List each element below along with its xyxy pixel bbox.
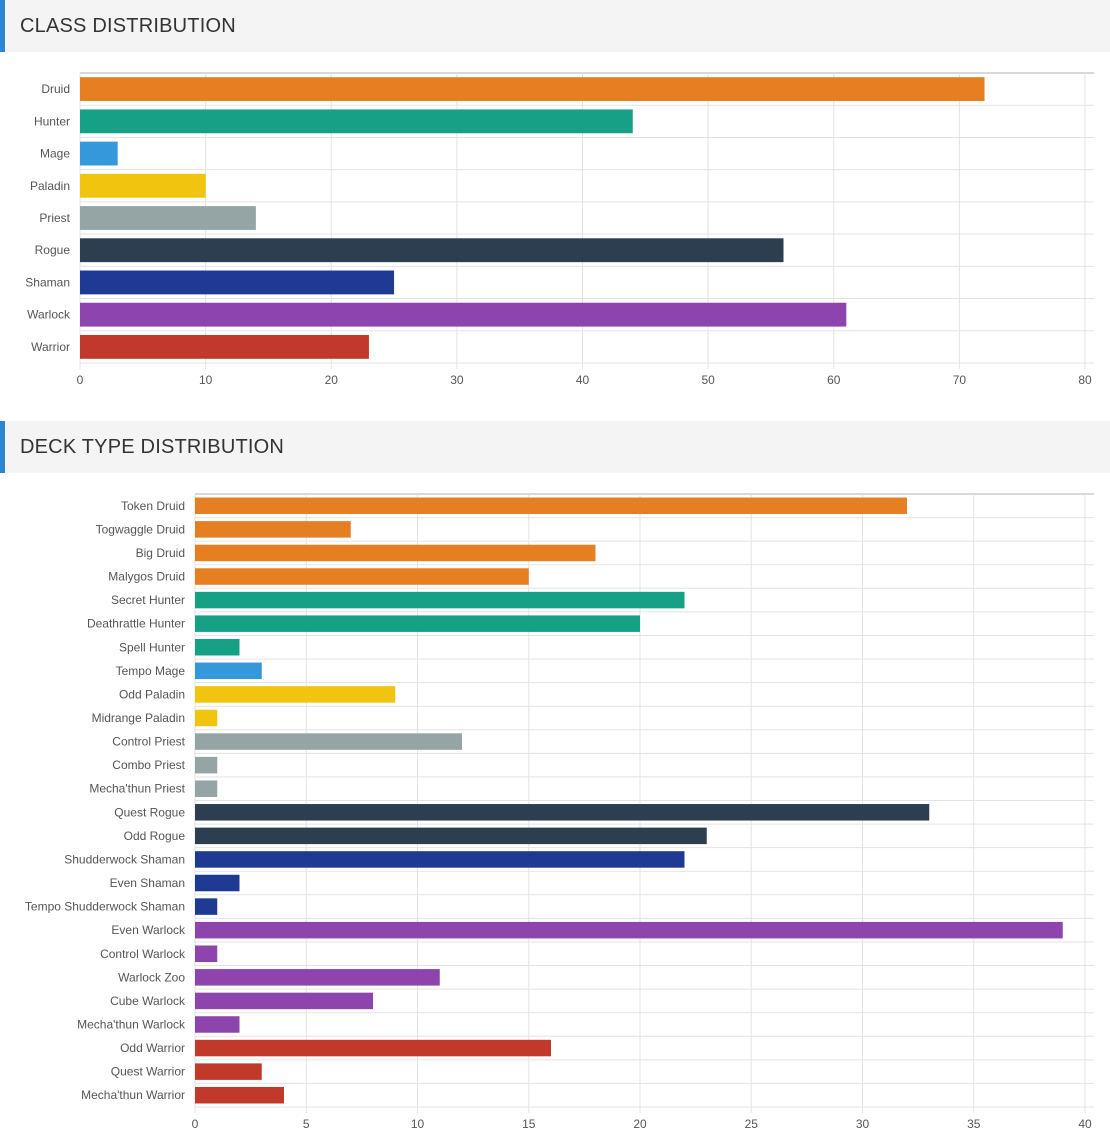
bar-token-druid[interactable] <box>195 497 907 515</box>
class-distribution-header: CLASS DISTRIBUTION <box>0 0 1110 52</box>
category-label-odd-rogue: Odd Rogue <box>124 829 186 843</box>
category-label-odd-paladin: Odd Paladin <box>119 687 185 701</box>
category-label-odd-warrior: Odd Warrior <box>120 1041 185 1055</box>
category-label-mage: Mage <box>40 147 70 161</box>
category-label-rogue: Rogue <box>35 243 71 257</box>
bar-hunter[interactable] <box>80 109 633 134</box>
bar-shudderwock-shaman[interactable] <box>195 851 685 868</box>
bar-priest[interactable] <box>80 206 256 230</box>
bar-mecha-thun-warrior[interactable] <box>195 1086 284 1104</box>
category-label-even-shaman: Even Shaman <box>110 876 185 890</box>
x-tick-label: 25 <box>745 1117 759 1131</box>
bar-togwaggle-druid[interactable] <box>195 521 351 538</box>
category-label-cube-warlock: Cube Warlock <box>110 994 186 1008</box>
category-label-togwaggle-druid: Togwaggle Druid <box>96 522 185 536</box>
bar-big-druid[interactable] <box>195 544 596 562</box>
category-label-malygos-druid: Malygos Druid <box>108 570 185 584</box>
category-label-token-druid: Token Druid <box>121 499 185 513</box>
bar-quest-warrior[interactable] <box>195 1063 262 1080</box>
category-label-quest-warrior: Quest Warrior <box>111 1065 185 1079</box>
category-label-shaman: Shaman <box>25 275 70 289</box>
bar-cube-warlock[interactable] <box>195 992 373 1010</box>
bar-warlock-zoo[interactable] <box>195 969 440 986</box>
category-label-quest-rogue: Quest Rogue <box>114 805 185 819</box>
bar-quest-rogue[interactable] <box>195 804 930 821</box>
bar-mage[interactable] <box>80 141 118 166</box>
bar-secret-hunter[interactable] <box>195 591 685 609</box>
bar-paladin[interactable] <box>80 173 206 198</box>
bar-malygos-druid[interactable] <box>195 568 529 585</box>
x-tick-label: 10 <box>411 1117 425 1131</box>
category-label-paladin: Paladin <box>30 179 70 193</box>
category-label-big-druid: Big Druid <box>136 546 185 560</box>
bar-mecha-thun-priest[interactable] <box>195 780 218 797</box>
category-label-control-priest: Control Priest <box>112 735 185 749</box>
x-tick-label: 35 <box>967 1117 981 1131</box>
x-tick-label: 0 <box>77 373 84 387</box>
x-tick-label: 5 <box>303 1117 310 1131</box>
bar-tempo-shudderwock-shaman[interactable] <box>195 898 218 915</box>
category-label-midrange-paladin: Midrange Paladin <box>92 711 185 725</box>
x-tick-label: 30 <box>856 1117 870 1131</box>
bar-control-warlock[interactable] <box>195 945 218 963</box>
deck-type-distribution-header: DECK TYPE DISTRIBUTION <box>0 421 1110 473</box>
category-label-warrior: Warrior <box>31 340 70 354</box>
bar-even-shaman[interactable] <box>195 874 240 892</box>
bar-rogue[interactable] <box>80 238 784 263</box>
category-label-mecha-thun-warrior: Mecha'thun Warrior <box>81 1088 185 1102</box>
x-tick-label: 60 <box>827 373 841 387</box>
x-tick-label: 40 <box>1078 1117 1092 1131</box>
x-tick-label: 30 <box>450 373 464 387</box>
x-tick-label: 50 <box>701 373 715 387</box>
category-label-combo-priest: Combo Priest <box>112 758 185 772</box>
bar-odd-rogue[interactable] <box>195 827 707 845</box>
x-tick-label: 0 <box>192 1117 199 1131</box>
class-distribution-chart: Druid Hunter Mage Paladin Priest Rogue Shaman W… <box>25 72 1094 387</box>
category-label-hunter: Hunter <box>34 114 70 128</box>
category-label-warlock: Warlock <box>27 308 71 322</box>
category-label-priest: Priest <box>39 211 70 225</box>
category-label-mecha-thun-priest: Mecha'thun Priest <box>89 782 185 796</box>
bar-warlock[interactable] <box>80 302 847 327</box>
bar-control-priest[interactable] <box>195 733 462 750</box>
x-tick-label: 20 <box>633 1117 647 1131</box>
bar-mecha-thun-warlock[interactable] <box>195 1016 240 1033</box>
category-label-tempo-mage: Tempo Mage <box>116 664 186 678</box>
class-distribution-title: CLASS DISTRIBUTION <box>20 15 236 37</box>
category-label-even-warlock: Even Warlock <box>111 923 186 937</box>
bar-midrange-paladin[interactable] <box>195 709 218 727</box>
deck-type-distribution-chart: Token Druid Togwaggle Druid Big Druid Malyg… <box>25 493 1094 1131</box>
x-tick-label: 80 <box>1078 373 1092 387</box>
category-label-control-warlock: Control Warlock <box>100 947 186 961</box>
x-tick-label: 10 <box>199 373 213 387</box>
category-label-warlock-zoo: Warlock Zoo <box>118 970 185 984</box>
bar-odd-paladin[interactable] <box>195 686 396 703</box>
bar-combo-priest[interactable] <box>195 756 218 774</box>
bar-warrior[interactable] <box>80 334 369 359</box>
category-label-druid: Druid <box>41 82 70 96</box>
category-label-secret-hunter: Secret Hunter <box>111 593 185 607</box>
x-tick-label: 70 <box>953 373 967 387</box>
bar-deathrattle-hunter[interactable] <box>195 615 640 632</box>
x-tick-label: 15 <box>522 1117 536 1131</box>
bar-spell-hunter[interactable] <box>195 638 240 656</box>
category-label-shudderwock-shaman: Shudderwock Shaman <box>64 852 185 866</box>
bar-even-warlock[interactable] <box>195 921 1063 939</box>
bar-druid[interactable] <box>80 77 985 102</box>
deck-type-distribution-title: DECK TYPE DISTRIBUTION <box>20 436 285 458</box>
bar-odd-warrior[interactable] <box>195 1039 551 1057</box>
category-label-tempo-shudderwock-shaman: Tempo Shudderwock Shaman <box>25 900 185 914</box>
bar-tempo-mage[interactable] <box>195 662 262 680</box>
category-label-spell-hunter: Spell Hunter <box>119 640 185 654</box>
category-label-mecha-thun-warlock: Mecha'thun Warlock <box>77 1017 186 1031</box>
category-label-deathrattle-hunter: Deathrattle Hunter <box>87 617 185 631</box>
x-tick-label: 20 <box>325 373 339 387</box>
bar-shaman[interactable] <box>80 270 395 295</box>
x-tick-label: 40 <box>576 373 590 387</box>
